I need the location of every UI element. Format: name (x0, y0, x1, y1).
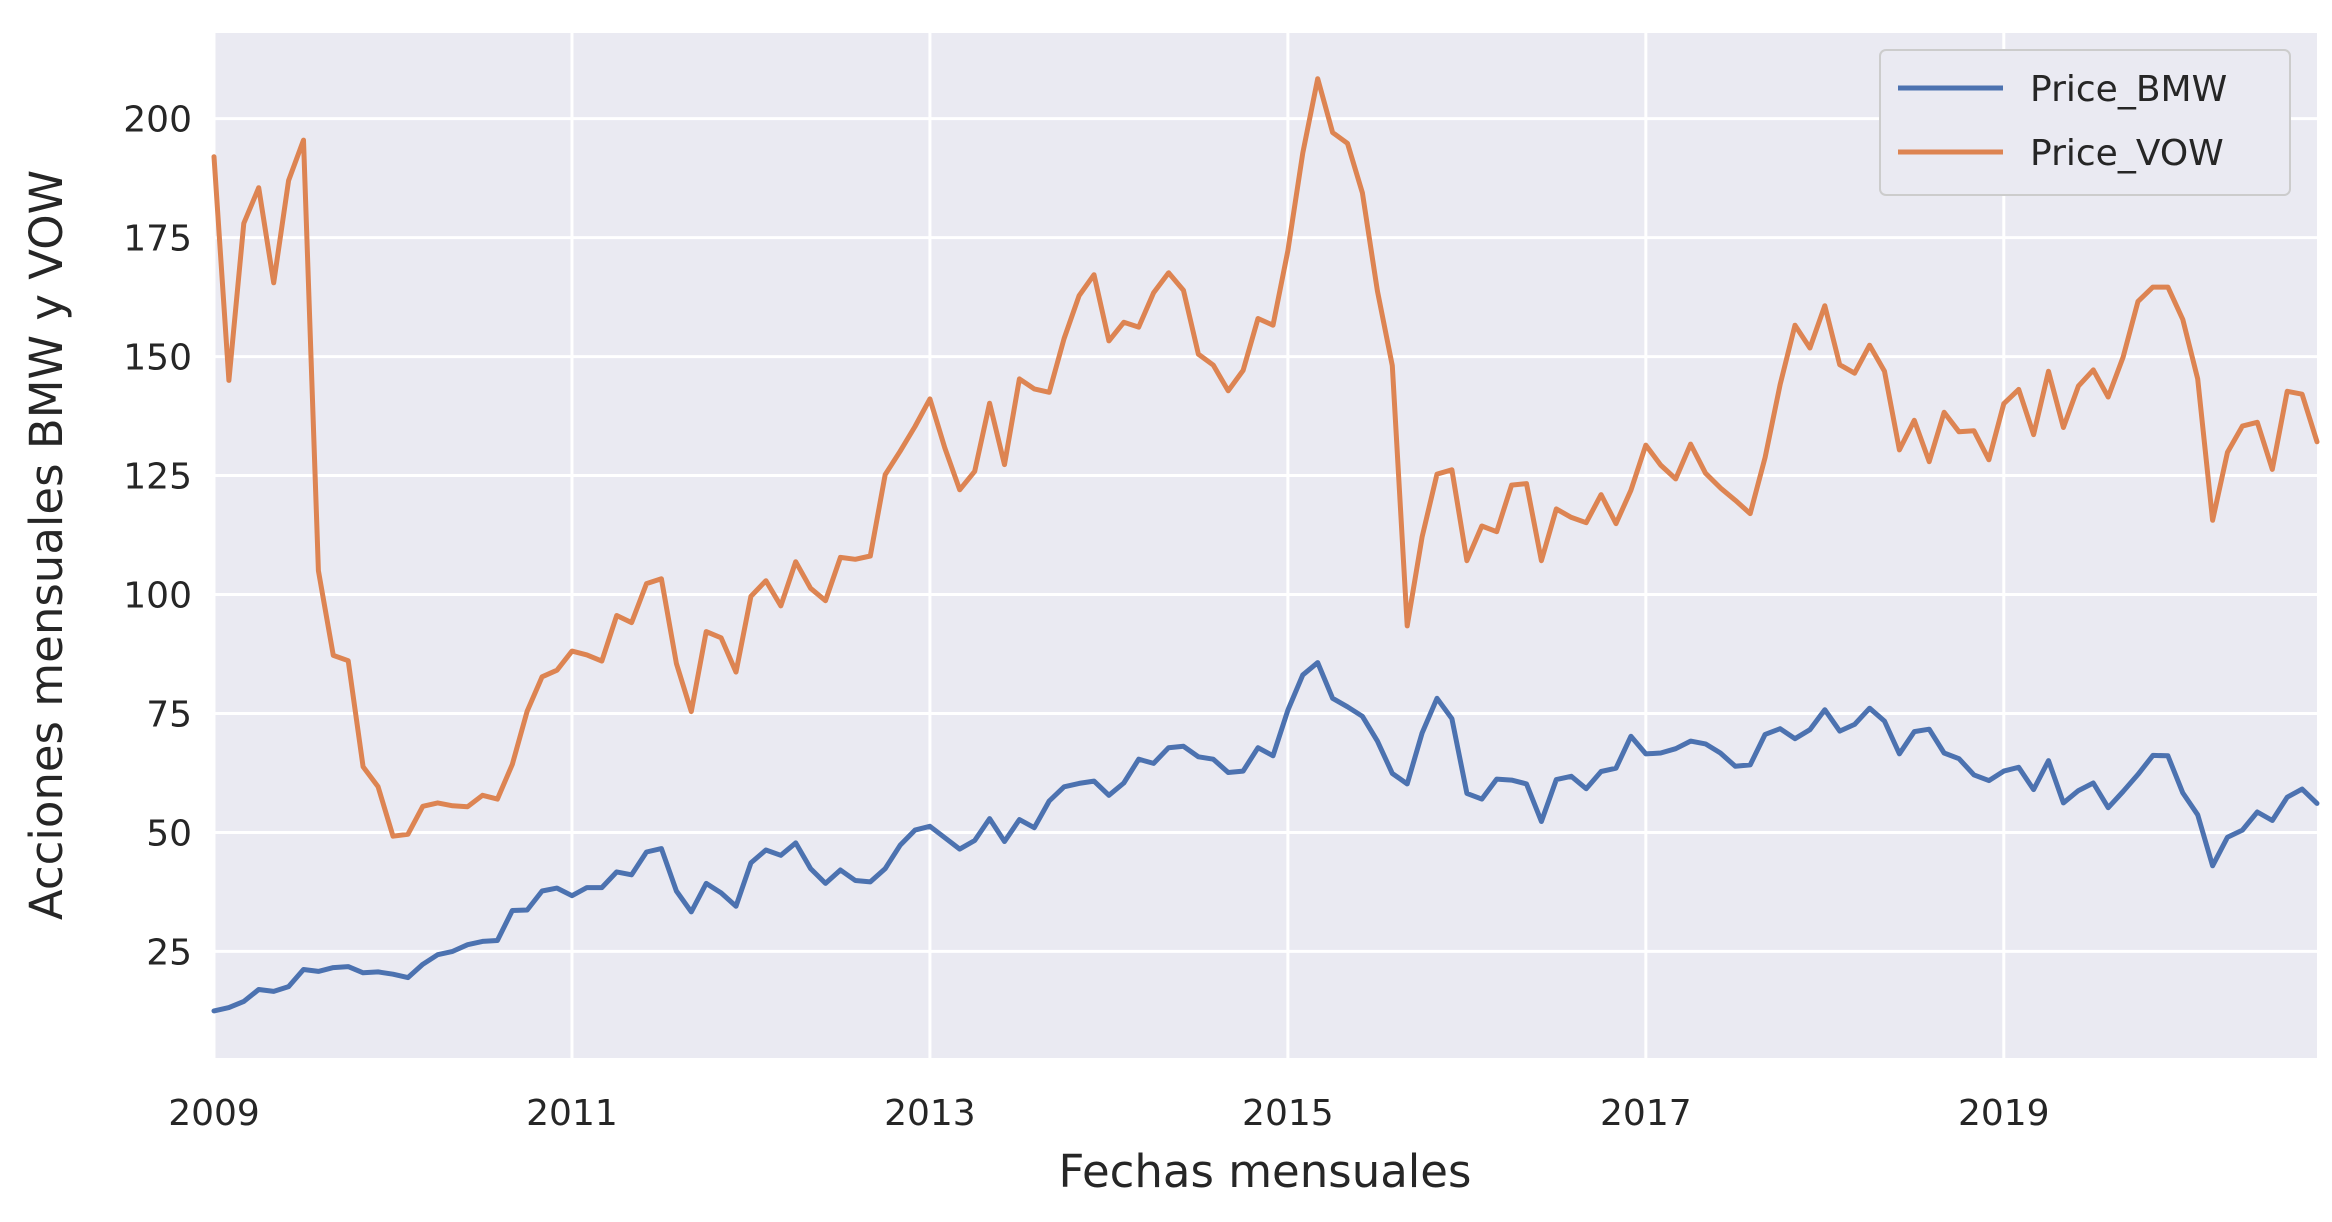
y-tick-label: 25 (146, 932, 192, 973)
legend-label-price-bmw: Price_BMW (2030, 69, 2227, 110)
series-lines (211, 76, 2320, 1014)
y-tick-label: 75 (146, 694, 192, 735)
y-tick-label: 175 (123, 219, 192, 260)
plot-background (214, 33, 2317, 1058)
y-tick-label: 200 (123, 100, 192, 141)
legend: Price_BMW Price_VOW (1879, 49, 2291, 196)
x-tick-label: 2013 (884, 1093, 976, 1134)
y-tick-label: 50 (146, 813, 192, 854)
legend-label-price-vow: Price_VOW (2030, 133, 2224, 174)
grid (212, 33, 2317, 1058)
series-line-price-vow (211, 76, 2320, 839)
x-tick-label: 2019 (1958, 1093, 2050, 1134)
y-tick-labels: 25 50 75 100 125 150 175 200 (123, 100, 192, 974)
y-tick-label: 125 (123, 457, 192, 498)
y-axis-label: Acciones mensuales BMW y VOW (20, 170, 73, 920)
x-tick-label: 2011 (526, 1093, 618, 1134)
x-axis-label: Fechas mensuales (1059, 1145, 1472, 1198)
y-tick-label: 150 (123, 338, 192, 379)
x-tick-labels: 2009 2011 2013 2015 2017 2019 (168, 1093, 2049, 1134)
x-tick-label: 2009 (168, 1093, 260, 1134)
x-tick-label: 2015 (1242, 1093, 1334, 1134)
series-line-price-bmw (211, 660, 2320, 1014)
x-tick-label: 2017 (1600, 1093, 1692, 1134)
y-tick-label: 100 (123, 576, 192, 617)
